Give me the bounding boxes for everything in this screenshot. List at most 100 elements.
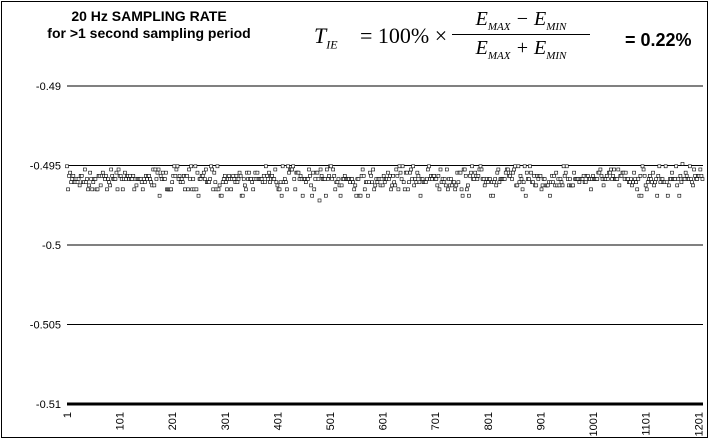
data-point (443, 183, 448, 188)
data-point (563, 170, 568, 175)
data-point (90, 187, 95, 192)
data-point (675, 183, 680, 188)
data-point (521, 180, 526, 184)
data-point (641, 167, 646, 172)
data-point (153, 167, 158, 172)
data-point (546, 183, 550, 188)
data-point (407, 180, 411, 184)
data-point (287, 170, 291, 175)
data-point (156, 167, 161, 172)
data-point (234, 174, 239, 178)
data-point (468, 174, 472, 178)
data-point (194, 187, 199, 192)
x-tick-label: 901 (535, 412, 547, 430)
data-point (185, 174, 189, 178)
data-point (460, 193, 465, 198)
y-tick-labels: -0.49 -0.495 -0.5 -0.505 -0.51 (30, 81, 61, 411)
data-point (284, 180, 288, 184)
data-point (643, 183, 648, 188)
data-point (324, 193, 328, 198)
data-point (275, 183, 280, 188)
data-point (338, 193, 343, 198)
x-tick-label: 801 (483, 412, 495, 430)
data-point (148, 177, 152, 181)
data-point (120, 187, 125, 192)
data-point (636, 177, 641, 181)
data-point (640, 164, 645, 169)
data-point (612, 167, 616, 172)
y-tick-label: -0.51 (36, 399, 61, 411)
data-point (191, 177, 196, 181)
data-point (266, 177, 270, 181)
data-point (87, 183, 91, 188)
data-point (362, 187, 367, 192)
data-point (70, 177, 75, 181)
data-point (532, 174, 536, 178)
data-point (198, 177, 203, 181)
data-point (306, 177, 310, 181)
data-point (459, 187, 464, 192)
chart-title-line2: for >1 second sampling period (47, 25, 251, 41)
data-point (494, 183, 499, 188)
data-point (670, 170, 674, 175)
data-point (538, 174, 543, 178)
data-point (130, 177, 135, 181)
data-point (644, 187, 649, 192)
data-point (562, 174, 567, 178)
data-point (695, 177, 700, 181)
data-point (394, 167, 399, 172)
data-point (414, 180, 419, 184)
data-point (212, 170, 217, 175)
data-point (434, 177, 439, 181)
data-point (188, 177, 192, 181)
data-point (219, 193, 224, 198)
data-point (160, 170, 165, 175)
data-point (633, 177, 637, 181)
data-point (348, 180, 352, 184)
data-point (326, 177, 330, 181)
data-point (142, 177, 146, 181)
data-point (311, 170, 315, 175)
data-point (554, 170, 559, 175)
data-point (611, 174, 615, 178)
data-point (410, 177, 414, 181)
data-point (689, 177, 693, 181)
data-point (207, 180, 211, 184)
data-point (518, 174, 523, 178)
x-tick-label: 1001 (588, 412, 600, 436)
data-point (279, 193, 284, 198)
data-point (700, 177, 705, 181)
data-point (408, 170, 412, 175)
data-point (536, 177, 541, 181)
data-point (65, 164, 69, 169)
data-point (291, 164, 296, 169)
data-point (132, 187, 137, 192)
data-point (405, 170, 409, 175)
data-point (113, 177, 118, 181)
data-point (369, 174, 373, 178)
data-point (657, 164, 662, 169)
data-point (597, 170, 602, 175)
data-point (630, 183, 634, 188)
data-point (238, 174, 243, 178)
data-point (278, 180, 283, 184)
data-point (134, 183, 139, 188)
data-point (379, 177, 384, 181)
x-tick-label: 701 (430, 412, 442, 430)
x-tick-label: 601 (378, 412, 390, 430)
data-point (481, 177, 486, 181)
x-tick-label: 1 (62, 412, 74, 418)
data-point (351, 180, 355, 184)
data-point (333, 187, 338, 192)
data-point (367, 180, 371, 184)
data-point (406, 187, 410, 192)
data-point (203, 177, 207, 181)
data-point (241, 177, 246, 181)
data-point (496, 167, 501, 172)
data-point (189, 164, 193, 169)
data-point (479, 167, 484, 172)
data-point (398, 170, 403, 175)
data-point (375, 180, 380, 184)
data-point (660, 177, 665, 181)
x-tick-label: 201 (167, 412, 179, 430)
